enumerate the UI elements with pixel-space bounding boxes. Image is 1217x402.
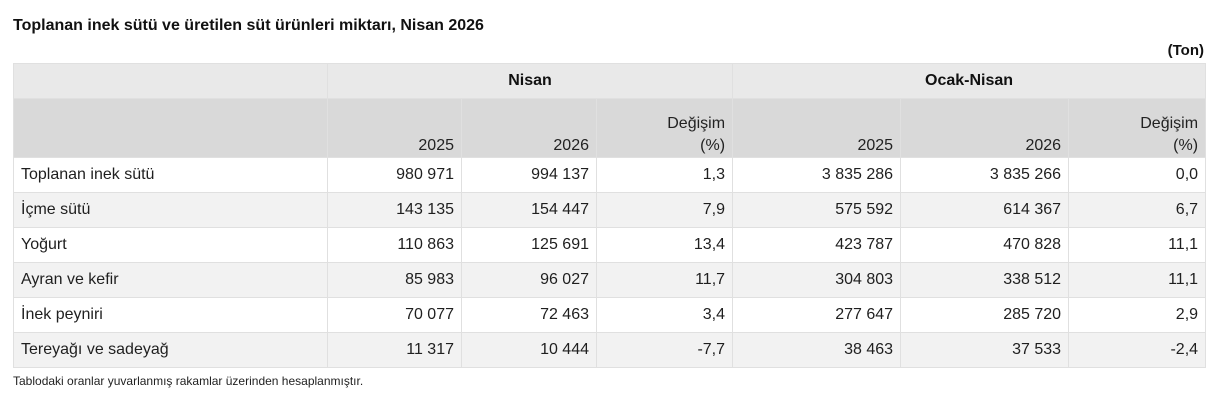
cell-value: 96 027 xyxy=(461,262,597,298)
header-change-label: Değişim xyxy=(667,115,726,132)
cell-value: 3,4 xyxy=(595,297,734,333)
header-year-2025: 2025 xyxy=(327,98,462,158)
header-row-groups: Nisan Ocak-Nisan xyxy=(13,63,1207,99)
footnote: Tablodaki oranlar yuvarlanmış rakamlar ü… xyxy=(13,374,364,388)
cell-value: 575 592 xyxy=(732,192,902,228)
cell-value: 285 720 xyxy=(900,297,1070,333)
header-row-columns: 2025 2026 Değişim (%) 2025 2026 Değişim (%… xyxy=(13,98,1207,158)
header-group-nisan: Nisan xyxy=(326,63,734,99)
cell-value: 13,4 xyxy=(595,227,734,263)
cell-value: 10 444 xyxy=(461,332,597,368)
header-blank-cell xyxy=(13,63,328,99)
cell-value: 277 647 xyxy=(732,297,902,333)
cell-value: 11,1 xyxy=(1068,262,1207,298)
cell-value: 1,3 xyxy=(595,157,734,193)
table-title: Toplanan inek sütü ve üretilen süt ürünl… xyxy=(13,17,484,34)
cell-value: 37 533 xyxy=(900,332,1070,368)
cell-value: 110 863 xyxy=(327,227,462,263)
header-group-ocak-nisan: Ocak-Nisan xyxy=(732,63,1207,99)
header-change: Değişim (%) xyxy=(595,98,734,158)
cell-value: 70 077 xyxy=(327,297,462,333)
row-label: Toplanan inek sütü xyxy=(13,157,328,193)
cell-value: 38 463 xyxy=(732,332,902,368)
cell-value: 11,7 xyxy=(595,262,734,298)
header-year-2025: 2025 xyxy=(732,98,902,158)
cell-value: -2,4 xyxy=(1068,332,1207,368)
cell-value: 304 803 xyxy=(732,262,902,298)
row-label: Tereyağı ve sadeyağ xyxy=(13,332,328,368)
cell-value: 154 447 xyxy=(461,192,597,228)
table-row: Tereyağı ve sadeyağ 11 317 10 444 -7,7 3… xyxy=(13,332,1207,368)
table-row: Ayran ve kefir 85 983 96 027 11,7 304 80… xyxy=(13,262,1207,298)
table-row: Toplanan inek sütü 980 971 994 137 1,3 3… xyxy=(13,157,1207,193)
header-change-unit: (%) xyxy=(1173,137,1199,154)
header-change-unit: (%) xyxy=(700,137,726,154)
table-row: İnek peyniri 70 077 72 463 3,4 277 647 2… xyxy=(13,297,1207,333)
cell-value: 11,1 xyxy=(1068,227,1207,263)
cell-value: 3 835 286 xyxy=(732,157,902,193)
cell-value: 85 983 xyxy=(327,262,462,298)
cell-value: 6,7 xyxy=(1068,192,1207,228)
cell-value: 3 835 266 xyxy=(900,157,1070,193)
cell-value: 143 135 xyxy=(327,192,462,228)
row-label: İnek peyniri xyxy=(13,297,328,333)
row-label: Ayran ve kefir xyxy=(13,262,328,298)
cell-value: 2,9 xyxy=(1068,297,1207,333)
cell-value: 7,9 xyxy=(595,192,734,228)
cell-value: 614 367 xyxy=(900,192,1070,228)
cell-value: 125 691 xyxy=(461,227,597,263)
cell-value: 994 137 xyxy=(461,157,597,193)
row-label: Yoğurt xyxy=(13,227,328,263)
row-label: İçme sütü xyxy=(13,192,328,228)
cell-value: 470 828 xyxy=(900,227,1070,263)
header-year-2026: 2026 xyxy=(900,98,1070,158)
cell-value: 72 463 xyxy=(461,297,597,333)
header-change: Değişim (%) xyxy=(1068,98,1207,158)
cell-value: 0,0 xyxy=(1068,157,1207,193)
header-year-2026: 2026 xyxy=(461,98,597,158)
cell-value: 11 317 xyxy=(327,332,462,368)
table-row: Yoğurt 110 863 125 691 13,4 423 787 470 … xyxy=(13,227,1207,263)
header-change-label: Değişim xyxy=(1140,115,1199,132)
data-table: Nisan Ocak-Nisan 2025 2026 Değişim (%) 20… xyxy=(13,63,1207,368)
cell-value: 338 512 xyxy=(900,262,1070,298)
table-row: İçme sütü 143 135 154 447 7,9 575 592 61… xyxy=(13,192,1207,228)
unit-label: (Ton) xyxy=(1167,42,1204,59)
cell-value: -7,7 xyxy=(595,332,734,368)
cell-value: 980 971 xyxy=(327,157,462,193)
header-blank-cell xyxy=(13,98,328,158)
cell-value: 423 787 xyxy=(732,227,902,263)
